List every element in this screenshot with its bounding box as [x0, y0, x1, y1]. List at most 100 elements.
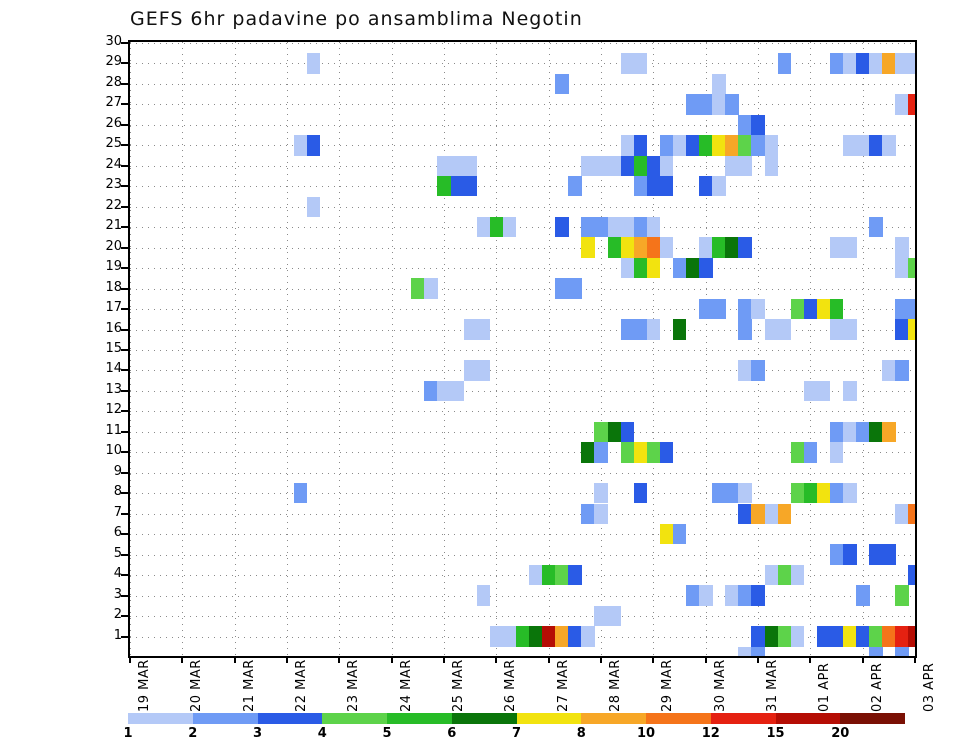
heatmap-cell [882, 53, 896, 74]
x-axis-label: 28 MAR [608, 659, 623, 712]
colorbar-segment [257, 713, 323, 724]
heatmap-cell [790, 483, 805, 504]
grid-hline [130, 206, 915, 208]
y-axis-label: 8 [113, 484, 122, 500]
heatmap-cell [646, 155, 661, 177]
grid-hline [130, 145, 915, 147]
heatmap-cell [790, 564, 805, 586]
heatmap-cell [633, 319, 648, 340]
heatmap-cell [450, 176, 464, 197]
heatmap-cell [542, 626, 556, 647]
colorbar-label: 2 [188, 726, 198, 741]
y-axis-label: 1 [113, 627, 122, 643]
y-axis-tick [121, 451, 129, 454]
heatmap-cell [594, 483, 608, 504]
y-axis-tick [121, 226, 129, 229]
heatmap-cell [581, 626, 595, 647]
colorbar-segment [387, 713, 452, 724]
heatmap-cell [502, 216, 517, 238]
heatmap-cell [594, 503, 608, 524]
y-axis-label: 3 [113, 586, 122, 602]
colorbar-label: 10 [636, 726, 656, 741]
colorbar-segment [128, 713, 193, 724]
y-axis-tick [121, 615, 129, 618]
heatmap-cell [856, 421, 870, 443]
y-axis-label: 10 [105, 443, 122, 459]
heatmap-cell [306, 135, 321, 156]
grid-hline [130, 288, 915, 290]
heatmap-cell [672, 135, 687, 156]
x-axis-tick [495, 656, 498, 663]
heatmap-cell [463, 155, 478, 177]
y-axis-label: 20 [105, 238, 122, 254]
y-axis-label: 6 [113, 525, 122, 541]
grid-hline [130, 431, 915, 433]
heatmap-cell [738, 155, 752, 177]
heatmap-cell [620, 319, 635, 340]
x-axis-label: 27 MAR [555, 659, 571, 712]
heatmap-cell [646, 216, 661, 238]
heatmap-cell [738, 585, 752, 606]
heatmap-cell [764, 319, 778, 340]
heatmap-cell [293, 483, 307, 504]
heatmap-cell [529, 564, 543, 586]
heatmap-cell [725, 155, 739, 177]
grid-vline [915, 42, 916, 656]
heatmap-cell [502, 626, 517, 647]
heatmap-cell [908, 564, 915, 586]
x-axis-label: 26 MAR [503, 659, 519, 712]
heatmap-cell [751, 298, 765, 320]
heatmap-cell [803, 442, 818, 463]
heatmap-cell [555, 626, 569, 647]
heatmap-cell [843, 135, 857, 156]
x-axis-label: 29 MAR [660, 659, 676, 712]
heatmap-cell [646, 176, 661, 197]
colorbar-label: 15 [766, 726, 785, 741]
heatmap-cell [712, 135, 726, 156]
grid-hline [130, 575, 915, 577]
heatmap-cell [476, 360, 491, 381]
heatmap-cell [895, 53, 909, 74]
heatmap-cell [777, 503, 792, 524]
heatmap-cell [777, 53, 792, 74]
heatmap-cell [607, 421, 621, 443]
grid-hline [130, 186, 915, 188]
y-axis-label: 22 [105, 197, 122, 213]
heatmap-cell [633, 257, 648, 279]
heatmap-cell [620, 53, 635, 74]
heatmap-cell [908, 298, 915, 320]
y-axis-tick [121, 594, 129, 597]
grid-vline [339, 42, 341, 656]
heatmap-cell [594, 605, 608, 627]
y-axis-label: 13 [105, 381, 122, 397]
heatmap-cell [856, 626, 870, 647]
heatmap-cell [633, 237, 648, 258]
heatmap-cell [633, 483, 648, 504]
heatmap-cell [777, 319, 792, 340]
heatmap-cell [555, 216, 569, 238]
heatmap-cell [515, 626, 530, 647]
y-axis-label: 24 [105, 156, 122, 172]
y-axis-label: 9 [113, 463, 122, 479]
heatmap-cell [659, 442, 674, 463]
heatmap-cell [659, 237, 674, 258]
y-axis-tick [121, 553, 129, 556]
heatmap-cell [738, 298, 752, 320]
heatmap-cell [633, 216, 648, 238]
colorbar-label: 4 [317, 726, 327, 741]
heatmap-cell [633, 135, 648, 156]
colorbar-label: 12 [701, 726, 720, 741]
colorbar [128, 713, 905, 724]
y-axis-tick [121, 635, 129, 638]
y-axis-label: 2 [113, 607, 122, 623]
heatmap-cell [581, 155, 595, 177]
heatmap-cell [843, 544, 857, 565]
x-axis-label: 24 MAR [398, 659, 414, 712]
heatmap-cell [725, 94, 739, 115]
grid-hline [130, 370, 915, 372]
heatmap-cell [856, 135, 870, 156]
heatmap-cell [712, 483, 726, 504]
heatmap-cell [764, 503, 778, 524]
heatmap-cell [437, 176, 451, 197]
